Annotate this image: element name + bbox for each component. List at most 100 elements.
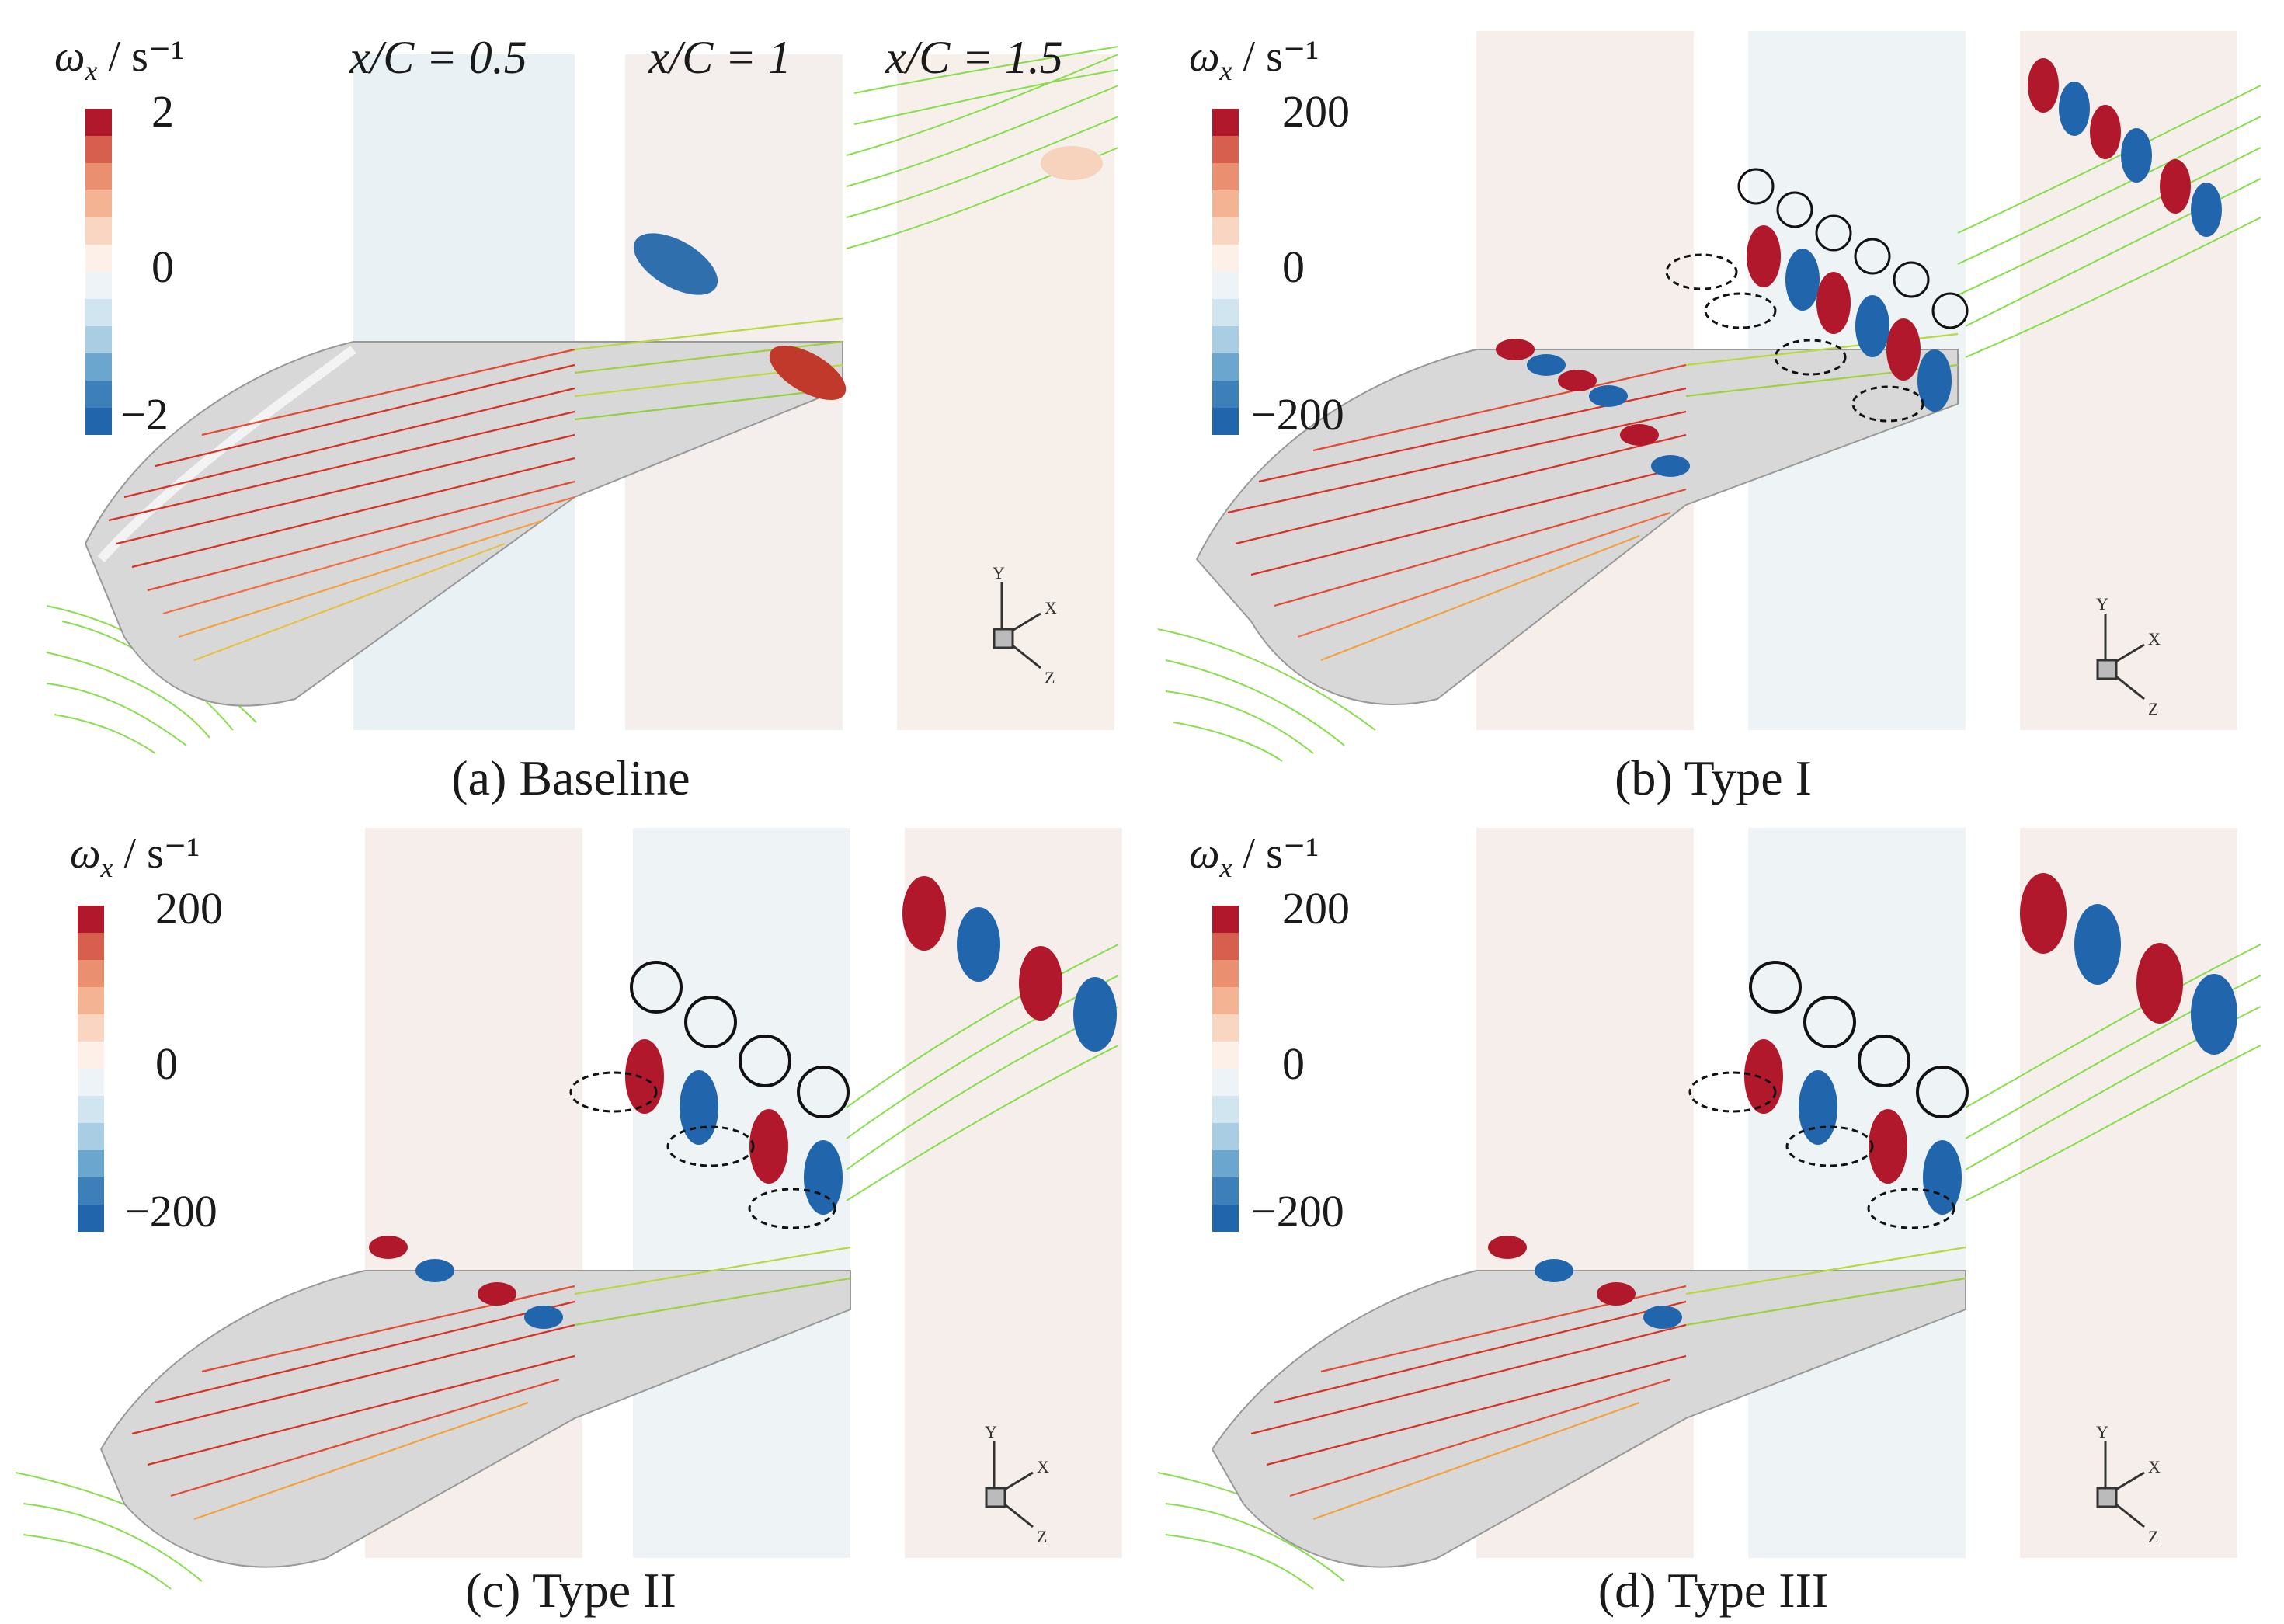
- colorbar-swatch: [78, 1069, 104, 1096]
- wing-surface-c: [99, 1270, 851, 1568]
- colorbar-swatch: [85, 326, 112, 353]
- colorbar-swatch: [78, 987, 104, 1014]
- colorbar-swatch: [78, 1042, 104, 1069]
- station-label-1: x/C = 1: [648, 32, 791, 83]
- panel-d-scene: Y X Z: [1157, 828, 2261, 1590]
- panel-b-scene: Y X Z: [1157, 31, 2261, 762]
- colorbar-title-d: ωx / s⁻¹: [1189, 829, 1319, 884]
- colorbar-swatch: [1212, 1205, 1239, 1232]
- axis-label-z: Z: [1045, 668, 1055, 687]
- colorbar-swatch: [85, 217, 112, 245]
- panel-a-baseline: Y X Z ωx / s⁻¹ 2 0 −2 x/C = 0.5 x/C = 1 …: [0, 0, 1142, 812]
- panel-label-d: (d) Type III: [1597, 1563, 1829, 1618]
- panel-c-type2: Y X Z ωx / s⁻¹ 200 0 −200 (c) Type II: [0, 812, 1142, 1624]
- colorbar-swatch: [1212, 381, 1239, 408]
- colorbar-swatch: [78, 1123, 104, 1150]
- colorbar-swatch: [85, 299, 112, 326]
- colorbar-swatch: [1212, 190, 1239, 217]
- colorbar-swatch: [78, 906, 104, 933]
- axis-label-x: X: [1045, 598, 1057, 617]
- cb-min-d: −200: [1251, 1186, 1344, 1236]
- colorbar-swatch: [1212, 933, 1239, 960]
- cb-mid-b: 0: [1282, 242, 1305, 292]
- colorbar-swatch: [1212, 1177, 1239, 1205]
- colorbar-swatch: [78, 960, 104, 987]
- axis-triad-a: [993, 582, 1041, 669]
- cb-mid-c: 0: [155, 1038, 178, 1089]
- axis-label-y-c: Y: [985, 1422, 997, 1441]
- cb-mid-a: 0: [151, 242, 174, 292]
- cb-max-a: 2: [151, 86, 174, 137]
- colorbar-swatch: [1212, 987, 1239, 1014]
- colorbar-swatch: [1212, 1150, 1239, 1177]
- axis-label-x-b: X: [2148, 629, 2161, 649]
- colorbar-swatch: [85, 353, 112, 381]
- axis-label-y: Y: [993, 563, 1005, 582]
- colorbar-title-c: ωx / s⁻¹: [70, 829, 200, 884]
- vortex-red-a: [769, 346, 847, 400]
- colorbar-swatch: [1212, 960, 1239, 987]
- colorbar-swatch: [1212, 326, 1239, 353]
- colorbar-swatch: [1212, 136, 1239, 163]
- colorbar-swatch: [85, 245, 112, 272]
- cb-min-a: −2: [120, 389, 169, 440]
- colorbar-swatch: [1212, 1042, 1239, 1069]
- axis-label-y-d: Y: [2096, 1422, 2108, 1441]
- rotation-marks-b: [1737, 168, 1969, 329]
- cb-max-b: 200: [1282, 86, 1350, 137]
- colorbar-swatch: [78, 933, 104, 960]
- colorbar-c: [78, 906, 104, 1232]
- wing-surface-d: [1211, 1270, 1966, 1568]
- panel-a-scene: Y X Z: [46, 46, 1119, 754]
- colorbar-title-b: ωx / s⁻¹: [1189, 33, 1319, 87]
- colorbar-title: ωx / s⁻¹: [54, 33, 185, 87]
- station-label-05: x/C = 0.5: [349, 32, 527, 83]
- colorbar-swatch: [1212, 408, 1239, 435]
- cb-max-c: 200: [155, 883, 223, 934]
- colorbar-swatch: [85, 190, 112, 217]
- colorbar-swatch: [1212, 1014, 1239, 1042]
- colorbar-swatch: [1212, 1069, 1239, 1096]
- axis-label-z-d: Z: [2148, 1527, 2158, 1546]
- colorbar-swatch: [1212, 245, 1239, 272]
- colorbar-swatch: [85, 109, 112, 136]
- wing-surface: [84, 341, 843, 707]
- panel-label-b: (b) Type I: [1615, 750, 1812, 805]
- colorbar-swatch: [1212, 109, 1239, 136]
- wing-surface-b: [1195, 349, 1959, 705]
- axis-label-x-c: X: [1037, 1457, 1049, 1476]
- colorbar-swatch: [78, 1096, 104, 1123]
- station-label-15: x/C = 1.5: [885, 32, 1063, 83]
- streamlines-surface: [108, 317, 843, 662]
- panel-b-type1: Y X Z ωx / s⁻¹ 200 0 −200 (b) Type I: [1142, 0, 2284, 812]
- axis-label-z-c: Z: [1037, 1527, 1047, 1546]
- vortex-blue-a: [633, 233, 718, 295]
- panel-label-a: (a) Baseline: [451, 750, 690, 805]
- colorbar-a: [85, 109, 112, 435]
- colorbar-swatch: [85, 163, 112, 190]
- dashed-ellipses-b: [1665, 253, 1924, 423]
- colorbar-swatch: [1212, 217, 1239, 245]
- colorbar-swatch: [78, 1177, 104, 1205]
- colorbar-swatch: [78, 1205, 104, 1232]
- streamlines-inflow: [46, 46, 1119, 754]
- colorbar-d: [1212, 906, 1239, 1232]
- colorbar-swatch: [1212, 163, 1239, 190]
- cb-max-d: 200: [1282, 883, 1350, 934]
- cb-mid-d: 0: [1282, 1038, 1305, 1089]
- colorbar-swatch: [85, 272, 112, 299]
- panel-d-type3: Y X Z ωx / s⁻¹ 200 0 −200 (d) Type III: [1142, 812, 2284, 1624]
- vortex-pairs-b: [1496, 58, 2222, 477]
- colorbar-swatch: [78, 1014, 104, 1042]
- colorbar-swatch: [1212, 906, 1239, 933]
- colorbar-swatch: [1212, 1123, 1239, 1150]
- colorbar-swatch: [85, 408, 112, 435]
- cb-min-b: −200: [1251, 389, 1344, 440]
- axis-label-z-b: Z: [2148, 699, 2158, 718]
- colorbar-swatch: [85, 136, 112, 163]
- cb-min-c: −200: [124, 1186, 217, 1236]
- colorbar-swatch: [78, 1150, 104, 1177]
- colorbar-swatch: [1212, 272, 1239, 299]
- panel-label-c: (c) Type II: [465, 1563, 676, 1618]
- colorbar-swatch: [85, 381, 112, 408]
